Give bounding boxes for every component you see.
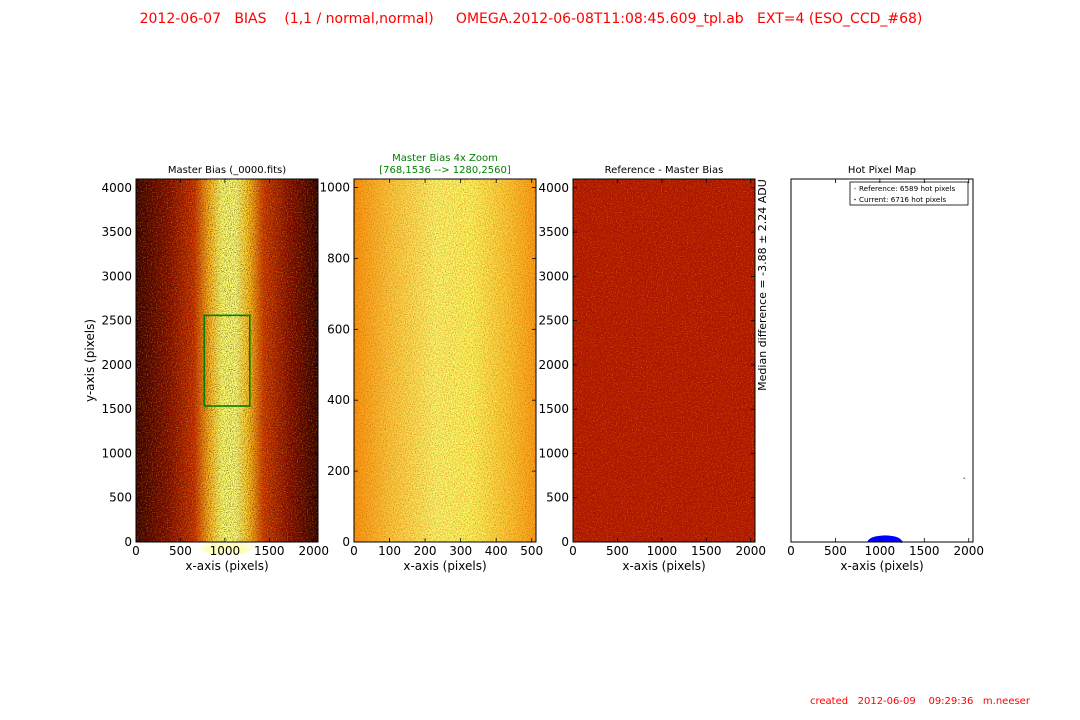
y-tick-label: 2000 (538, 358, 569, 372)
x-tick-label: 1000 (865, 544, 896, 558)
x-axis-label: x-axis (pixels) (185, 559, 268, 573)
y-tick-label: 800 (327, 251, 350, 265)
y-tick-label: 2000 (101, 358, 132, 372)
x-tick-label: 0 (132, 544, 140, 558)
scatter-point-reference (963, 477, 966, 480)
x-tick-label: 2000 (298, 544, 329, 558)
y-tick-label: 1000 (538, 446, 569, 460)
x-tick-label: 300 (449, 544, 472, 558)
y-axis-label: y-axis (pixels) (83, 319, 97, 402)
scatter-point-current (887, 538, 891, 542)
heatmap-noise-bright (136, 179, 318, 542)
y-tick-label: 0 (561, 535, 569, 549)
median-difference-label: Median difference = -3.88 ± 2.24 ADU (756, 179, 769, 391)
page-title: 2012-06-07 BIAS (1,1 / normal,normal) OM… (139, 11, 923, 27)
scatter-point-current (875, 539, 878, 542)
scatter-point-current (883, 538, 886, 542)
axes-frame (572, 178, 756, 543)
y-tick-label: 3500 (101, 225, 132, 239)
x-tick-label: 0 (350, 544, 358, 558)
scatter-point-current (891, 539, 895, 542)
x-axis-label: x-axis (pixels) (622, 559, 705, 573)
zoom-region-box (203, 314, 251, 407)
y-tick-label: 4000 (101, 181, 132, 195)
legend-marker (854, 187, 856, 190)
y-tick-label: 500 (109, 491, 132, 505)
chart-panel-4: Reference: 6589 hot pixels Current: 6716 … (787, 165, 984, 573)
axes-frame (790, 178, 974, 543)
y-tick-label: 400 (327, 393, 350, 407)
x-axis-label: x-axis (pixels) (840, 559, 923, 573)
legend-label: Reference: 6589 hot pixels (859, 184, 956, 193)
y-tick-label: 1000 (101, 446, 132, 460)
legend-marker (854, 198, 856, 201)
x-tick-label: 100 (378, 544, 401, 558)
x-tick-label: 0 (787, 544, 795, 558)
x-tick-label: 1000 (210, 544, 241, 558)
creation-footer: created 2012-06-09 09:29:36 m.neeser (810, 696, 1030, 707)
y-tick-label: 3000 (538, 269, 569, 283)
x-tick-label: 2000 (953, 544, 984, 558)
axes-frame (135, 178, 319, 543)
chart-panel-1: 0 500 1000 1500 2000 0 500 1000 1500 2000 2500 3000… (83, 165, 329, 573)
chart-panel-2: 0 100 200 300 400 500 0 200 400 600 800 1000 x-axis … (319, 153, 543, 573)
x-tick-label: 500 (169, 544, 192, 558)
x-tick-label: 1500 (691, 544, 722, 558)
plot-background (791, 179, 973, 542)
y-tick-label: 1500 (101, 402, 132, 416)
x-tick-label: 200 (414, 544, 437, 558)
y-tick-label: 1000 (319, 181, 350, 195)
x-tick-label: 500 (606, 544, 629, 558)
x-tick-label: 2000 (735, 544, 766, 558)
x-tick-label: 400 (485, 544, 508, 558)
y-tick-label: 600 (327, 322, 350, 336)
chart-title: Master Bias 4x Zoom (392, 153, 498, 164)
x-tick-label: 1000 (647, 544, 678, 558)
x-tick-label: 0 (569, 544, 577, 558)
legend-label: Current: 6716 hot pixels (859, 195, 946, 204)
y-tick-label: 4000 (538, 181, 569, 195)
chart-subtitle: [768,1536 --> 1280,2560] (379, 165, 511, 176)
legend-box (849, 181, 969, 206)
panels: 0 500 1000 1500 2000050010001500200025003000… (83, 153, 984, 573)
chart-panel-3: 0 500 1000 1500 2000 0 500 1000 1500 2000 2500 3000… (538, 165, 769, 573)
legend: Reference: 6589 hot pixels Current: 6716 … (849, 181, 969, 206)
heatmap-noise-bright (573, 179, 755, 542)
x-axis-label: x-axis (pixels) (403, 559, 486, 573)
y-tick-label: 2500 (538, 314, 569, 328)
y-tick-label: 500 (546, 491, 569, 505)
y-tick-label: 2500 (101, 314, 132, 328)
y-tick-label: 3000 (101, 269, 132, 283)
chart-title: Hot Pixel Map (848, 165, 916, 176)
x-tick-label: 1500 (254, 544, 285, 558)
y-tick-label: 200 (327, 464, 350, 478)
x-tick-label: 1500 (909, 544, 940, 558)
x-tick-label: 500 (520, 544, 543, 558)
chart-title: Master Bias (_0000.fits) (168, 165, 286, 176)
y-tick-label: 1500 (538, 402, 569, 416)
y-tick-label: 0 (342, 535, 350, 549)
x-tick-label: 500 (824, 544, 847, 558)
y-tick-label: 0 (124, 535, 132, 549)
heatmap-noise-dark (354, 179, 536, 542)
y-tick-label: 3500 (538, 225, 569, 239)
axes-frame (353, 178, 537, 543)
chart-title: Reference - Master Bias (605, 165, 724, 176)
